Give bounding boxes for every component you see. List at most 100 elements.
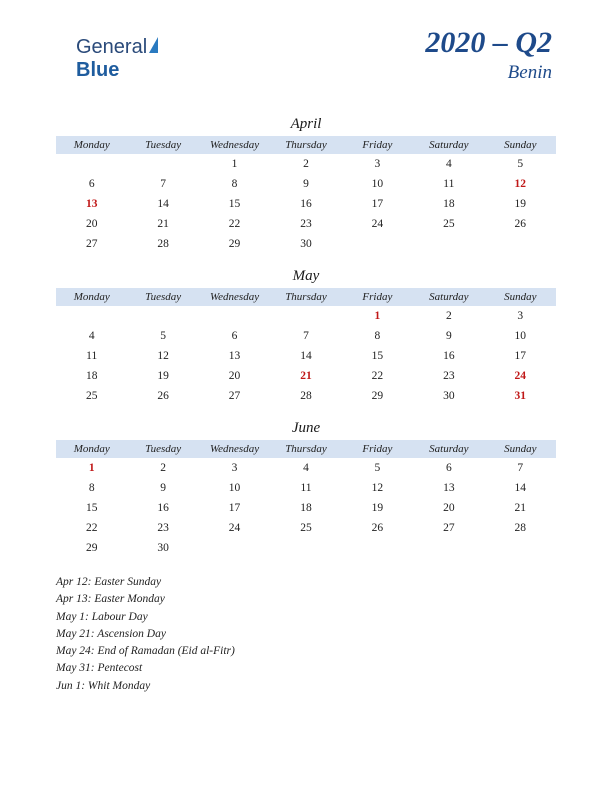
calendar-cell: 17 xyxy=(199,498,270,518)
calendar-cell: 17 xyxy=(342,194,413,214)
logo-icon xyxy=(149,37,158,53)
holiday-item: May 1: Labour Day xyxy=(56,609,556,626)
calendar-cell: 6 xyxy=(56,174,127,194)
calendar-cell: 12 xyxy=(127,346,198,366)
calendar-cell: 14 xyxy=(485,478,556,498)
day-header: Friday xyxy=(342,136,413,154)
calendar-row: 6789101112 xyxy=(56,174,556,194)
calendar-row: 13141516171819 xyxy=(56,194,556,214)
calendar-cell: 23 xyxy=(270,214,341,234)
calendar-row: 11121314151617 xyxy=(56,346,556,366)
calendar-cell xyxy=(270,306,341,326)
calendar-cell: 15 xyxy=(199,194,270,214)
calendar-cell: 30 xyxy=(413,386,484,406)
calendar-cell: 14 xyxy=(127,194,198,214)
calendar-cell: 27 xyxy=(56,234,127,254)
holiday-item: May 24: End of Ramadan (Eid al-Fitr) xyxy=(56,643,556,660)
calendar-cell: 13 xyxy=(56,194,127,214)
calendar-cell: 28 xyxy=(485,518,556,538)
calendar-cell: 29 xyxy=(56,538,127,558)
calendar-cell: 23 xyxy=(413,366,484,386)
calendar-cell: 7 xyxy=(485,458,556,478)
calendar-row: 27282930 xyxy=(56,234,556,254)
calendar-cell: 4 xyxy=(56,326,127,346)
header: 2020 – Q2 Benin xyxy=(425,26,552,84)
calendar-cell xyxy=(342,538,413,558)
calendar-cell: 23 xyxy=(127,518,198,538)
day-header: Wednesday xyxy=(199,136,270,154)
calendar-cell xyxy=(413,234,484,254)
day-header: Wednesday xyxy=(199,440,270,458)
month-block: JuneMondayTuesdayWednesdayThursdayFriday… xyxy=(56,420,556,558)
calendar-cell: 2 xyxy=(413,306,484,326)
month-title: May xyxy=(56,268,556,285)
calendar-cell: 3 xyxy=(199,458,270,478)
day-header: Sunday xyxy=(485,440,556,458)
day-header: Tuesday xyxy=(127,136,198,154)
calendar-cell: 28 xyxy=(127,234,198,254)
calendar-cell: 27 xyxy=(199,386,270,406)
calendar-cell: 25 xyxy=(270,518,341,538)
calendar-cell: 10 xyxy=(342,174,413,194)
calendar-cell: 11 xyxy=(270,478,341,498)
calendar-cell: 24 xyxy=(199,518,270,538)
calendar-cell: 7 xyxy=(127,174,198,194)
calendar-row: 15161718192021 xyxy=(56,498,556,518)
calendar-cell: 8 xyxy=(56,478,127,498)
day-header: Wednesday xyxy=(199,288,270,306)
calendar-cell: 4 xyxy=(270,458,341,478)
calendar-cell: 31 xyxy=(485,386,556,406)
calendar-cell: 8 xyxy=(342,326,413,346)
calendar-cell: 10 xyxy=(199,478,270,498)
calendar-cell: 27 xyxy=(413,518,484,538)
logo: General Blue xyxy=(76,36,158,82)
day-header: Tuesday xyxy=(127,288,198,306)
calendar-cell: 12 xyxy=(342,478,413,498)
calendar-cell: 18 xyxy=(56,366,127,386)
calendar-cell: 1 xyxy=(342,306,413,326)
calendar-cell: 22 xyxy=(56,518,127,538)
calendar-cell: 13 xyxy=(413,478,484,498)
holiday-item: May 31: Pentecost xyxy=(56,660,556,677)
calendar-row: 1234567 xyxy=(56,458,556,478)
calendar-cell: 17 xyxy=(485,346,556,366)
calendar-cell: 16 xyxy=(270,194,341,214)
logo-text-1: General xyxy=(76,36,147,58)
calendar-cell xyxy=(127,306,198,326)
calendar-row: 891011121314 xyxy=(56,478,556,498)
calendar-cell: 9 xyxy=(270,174,341,194)
calendar-cell: 29 xyxy=(199,234,270,254)
calendar-cell: 15 xyxy=(342,346,413,366)
day-header: Thursday xyxy=(270,440,341,458)
calendar-cell: 13 xyxy=(199,346,270,366)
calendars-container: AprilMondayTuesdayWednesdayThursdayFrida… xyxy=(56,116,556,558)
calendar-cell: 21 xyxy=(270,366,341,386)
calendar-cell: 3 xyxy=(342,154,413,174)
calendar-cell: 22 xyxy=(342,366,413,386)
calendar-cell: 15 xyxy=(56,498,127,518)
month-block: AprilMondayTuesdayWednesdayThursdayFrida… xyxy=(56,116,556,254)
calendar-cell: 30 xyxy=(270,234,341,254)
logo-text-2: Blue xyxy=(76,59,119,81)
calendar-cell: 25 xyxy=(413,214,484,234)
day-header: Saturday xyxy=(413,440,484,458)
calendar-cell: 20 xyxy=(56,214,127,234)
calendar-cell: 5 xyxy=(342,458,413,478)
calendar-cell: 20 xyxy=(199,366,270,386)
calendar-cell: 26 xyxy=(127,386,198,406)
calendar-cell: 16 xyxy=(127,498,198,518)
calendar-cell: 4 xyxy=(413,154,484,174)
month-block: MayMondayTuesdayWednesdayThursdayFridayS… xyxy=(56,268,556,406)
calendar-row: 20212223242526 xyxy=(56,214,556,234)
calendar-cell: 24 xyxy=(342,214,413,234)
calendar-cell: 11 xyxy=(413,174,484,194)
calendar-cell: 21 xyxy=(485,498,556,518)
calendar-table: MondayTuesdayWednesdayThursdayFridaySatu… xyxy=(56,440,556,558)
calendar-cell: 1 xyxy=(199,154,270,174)
calendar-cell: 22 xyxy=(199,214,270,234)
calendar-cell: 29 xyxy=(342,386,413,406)
calendar-cell xyxy=(485,234,556,254)
calendar-cell: 8 xyxy=(199,174,270,194)
country-title: Benin xyxy=(425,62,552,84)
calendar-cell: 2 xyxy=(270,154,341,174)
